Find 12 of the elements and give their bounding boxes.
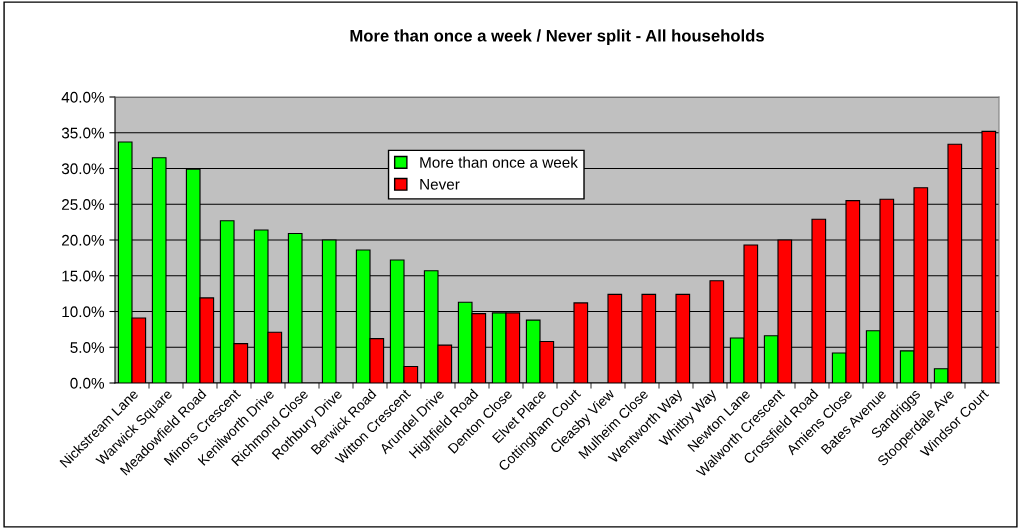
legend-label: Never — [420, 179, 460, 190]
y-tick-label: 20.0% — [62, 234, 105, 246]
y-tick-label: 35.0% — [61, 127, 105, 139]
y-tick-label: 40.0% — [61, 91, 105, 103]
y-tick-label: 25.0% — [62, 199, 105, 210]
y-tick-label: 15.0% — [62, 270, 105, 282]
legend-label: More than once a week — [420, 156, 578, 168]
y-tick-label: 10.0% — [62, 306, 105, 318]
chart-title: More than once a week / Never split - All households — [350, 29, 764, 45]
y-tick-label: 30.0% — [61, 163, 105, 175]
y-tick-label: 0.0% — [70, 377, 105, 389]
y-tick-label: 5.0% — [70, 342, 105, 353]
